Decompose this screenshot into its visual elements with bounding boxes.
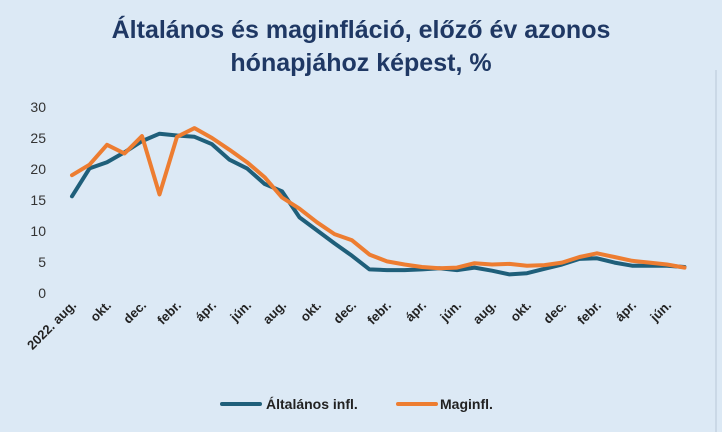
x-tick-label: aug. [470,298,500,328]
x-tick-label: okt. [87,298,114,325]
y-tick-label: 10 [30,223,46,239]
x-tick-label: febr. [574,298,604,328]
x-tick-label: okt. [297,298,324,325]
series-line-2 [70,126,687,271]
chart-title-line2: hónapjához képest, % [230,49,492,77]
x-tick-label: jún. [646,298,674,326]
x-tick-label: jún. [436,298,464,326]
x-tick-label: febr. [364,298,394,328]
x-tick-label: jún. [226,298,254,326]
x-tick-label: aug. [260,298,290,328]
x-tick-label: dec. [330,298,359,327]
y-tick-label: 30 [30,99,46,115]
y-tick-label: 0 [38,285,46,301]
x-tick-label: dec. [540,298,569,327]
x-tick-label: ápr. [402,298,429,325]
legend-entry: Maginfl. [440,396,493,412]
x-tick-label: dec. [120,298,149,327]
chart-title: Általános és maginfláció, előző év azono… [0,14,722,80]
series-line-1 [70,131,687,277]
chart-title-line1: Általános és maginfláció, előző év azono… [111,16,611,44]
y-tick-label: 20 [30,161,46,177]
y-tick-label: 25 [30,130,46,146]
y-tick-label: 15 [30,192,46,208]
y-tick-label: 5 [38,254,46,270]
x-tick-label: 2022. aug. [24,298,79,353]
x-tick-label: okt. [507,298,534,325]
x-tick-label: febr. [154,298,184,328]
x-tick-label: ápr. [192,298,219,325]
x-tick-label: ápr. [612,298,639,325]
legend-entry: Általános infl. [266,396,358,412]
